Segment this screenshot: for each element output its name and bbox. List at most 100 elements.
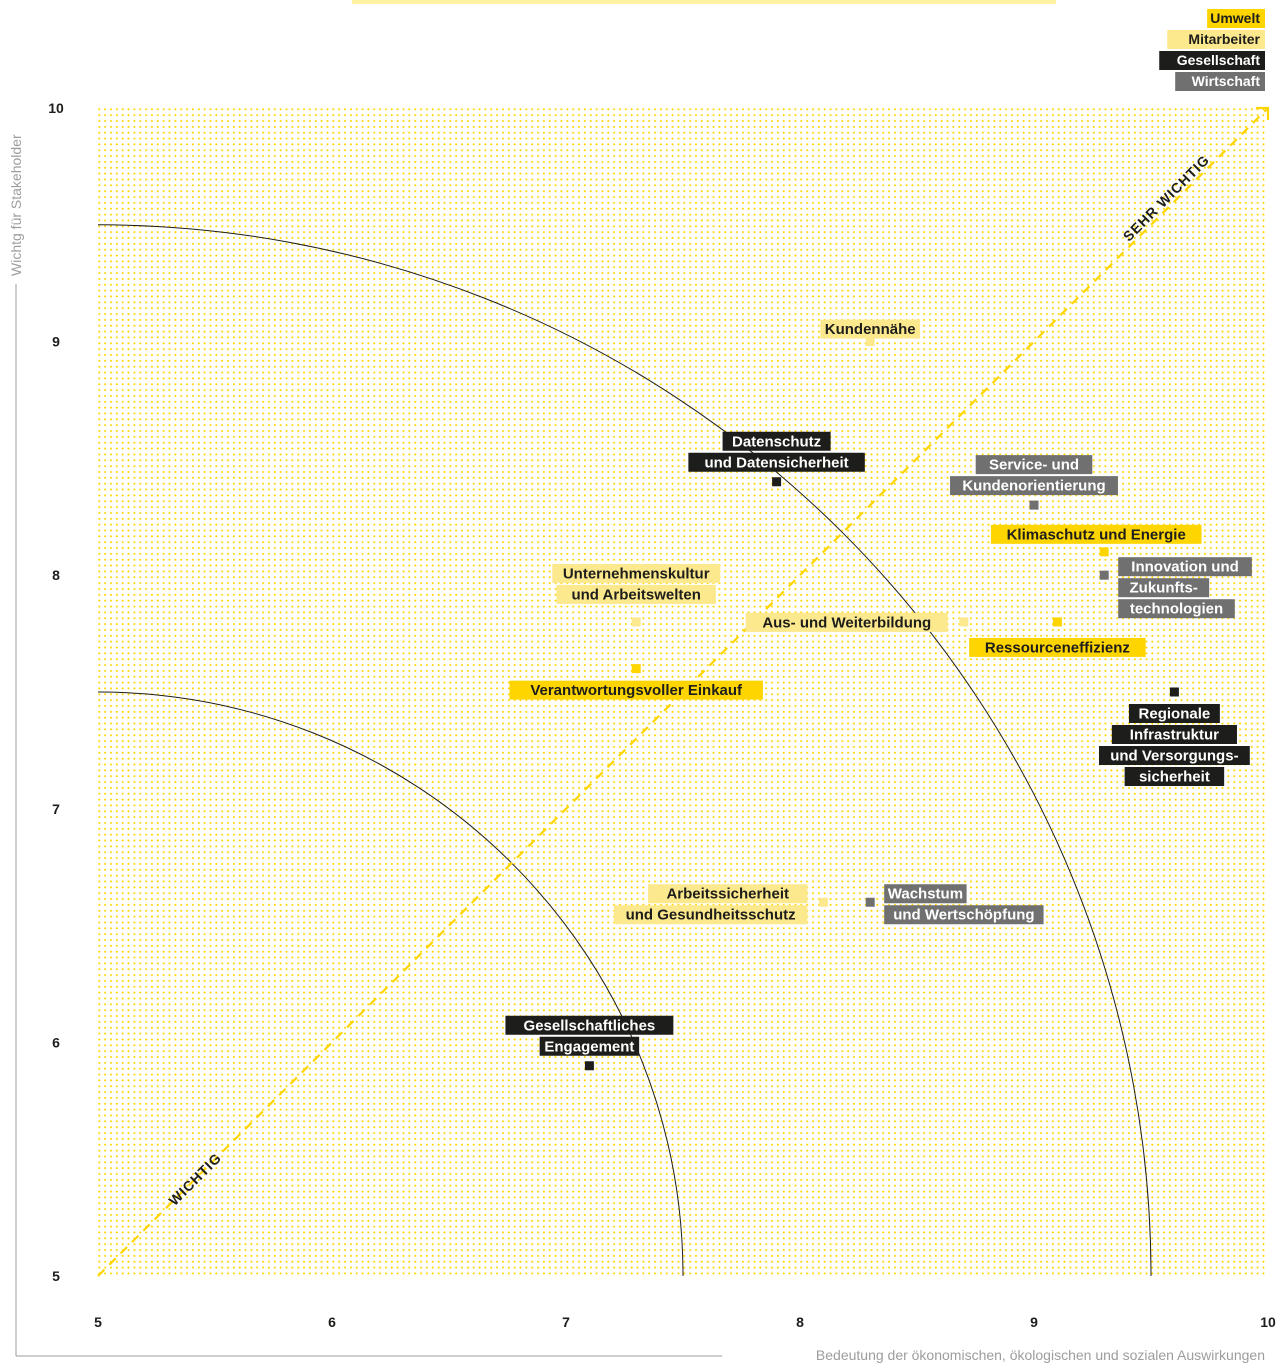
point-label-box	[556, 584, 716, 604]
point-label-box	[969, 637, 1146, 657]
point-label-box	[884, 884, 967, 904]
point-label-box	[539, 1036, 640, 1056]
point-label: Verantwortungsvoller Einkauf	[530, 682, 743, 699]
point-label-box	[1099, 746, 1250, 765]
x-axis-title: Bedeutung der ökonomischen, ökologischen…	[816, 1347, 1265, 1363]
point-label-box	[975, 455, 1093, 475]
point-label: technologien	[1130, 601, 1223, 618]
point-label-box	[505, 1015, 674, 1035]
point-label: und Wertschöpfung	[893, 907, 1034, 924]
point-label-box	[1128, 704, 1220, 723]
diagonal-arrow-head	[1256, 106, 1270, 120]
data-point-10: Regionale Infrastruktur und Versorgungs-si…	[1099, 687, 1250, 786]
point-label-box	[745, 612, 948, 632]
point-label: Service- und	[989, 457, 1079, 474]
point-label-box	[1124, 767, 1225, 786]
legend-label-wirtschaft: Wirtschaft	[1192, 73, 1261, 89]
header-highlight-bar	[352, 0, 1056, 4]
data-point-4: Klimaschutz und Energie	[990, 524, 1202, 557]
legend-swatch-mitarbeiter	[1167, 30, 1265, 49]
x-tick-label: 8	[796, 1314, 804, 1330]
data-point-13: Gesellschaftliches Engagement	[505, 1015, 674, 1071]
point-label: und Versorgungs-	[1110, 748, 1238, 765]
data-point-12: Wachstum und Wertschöpfung	[865, 884, 1044, 925]
legend-label-gesellschaft: Gesellschaft	[1177, 52, 1261, 68]
point-marker	[1169, 687, 1179, 697]
x-tick-label: 5	[94, 1314, 102, 1330]
point-label-box	[688, 452, 865, 472]
point-label: und Datensicherheit	[704, 454, 848, 471]
point-label-box	[820, 319, 920, 339]
x-tick-label: 7	[562, 1314, 570, 1330]
point-label-box	[950, 476, 1118, 496]
point-label: Ressourceneffizienz	[985, 639, 1130, 656]
point-label: Innovation und	[1131, 559, 1238, 576]
point-marker	[818, 897, 828, 907]
data-point-2: Datenschutz und Datensicherheit	[688, 431, 865, 487]
point-label-box	[613, 905, 808, 925]
y-tick-label: 8	[52, 567, 60, 583]
y-axis-title: Wichtg für Stakeholder	[8, 134, 24, 276]
diagonal-dashed-line	[97, 107, 1269, 1277]
point-marker	[631, 617, 641, 627]
point-label: Regionale	[1139, 706, 1211, 723]
point-marker	[1099, 547, 1109, 557]
point-label: Klimaschutz und Energie	[1007, 526, 1186, 543]
point-marker	[1029, 500, 1039, 510]
point-label-box	[1118, 599, 1235, 619]
point-label: Aus- und Weiterbildung	[762, 614, 931, 631]
point-marker	[631, 664, 641, 674]
y-tick-label: 5	[52, 1268, 60, 1284]
point-label: Zukunfts-	[1130, 580, 1198, 597]
point-label-box	[1118, 557, 1252, 577]
legend-label-mitarbeiter: Mitarbeiter	[1188, 31, 1260, 47]
point-label: Datenschutz	[732, 433, 821, 450]
point-label: sicherheit	[1139, 769, 1210, 786]
point-label: und Gesundheitsschutz	[626, 907, 796, 924]
point-marker	[865, 897, 875, 907]
data-point-9: Verantwortungsvoller Einkauf	[509, 664, 763, 700]
point-marker	[584, 1061, 594, 1071]
point-label-box	[884, 905, 1044, 925]
legend-label-umwelt: Umwelt	[1210, 10, 1260, 26]
x-tick-label: 6	[328, 1314, 336, 1330]
point-label: und Arbeitswelten	[571, 586, 700, 603]
data-point-1: Kundennähe	[820, 319, 920, 347]
point-label: Kundennähe	[825, 321, 916, 338]
point-label-box	[722, 431, 831, 451]
legend-swatch-umwelt	[1207, 9, 1265, 28]
data-point-6: Unternehmenskultur und Arbeitswelten	[552, 563, 721, 627]
point-label-box	[509, 680, 763, 700]
point-marker	[1052, 617, 1062, 627]
point-label: Kundenorientierung	[962, 478, 1105, 495]
y-tick-label: 9	[52, 334, 60, 350]
y-tick-label: 6	[52, 1034, 60, 1050]
materiality-arc-2	[97, 224, 1152, 1277]
point-marker	[865, 337, 875, 347]
data-point-11: Arbeitssicherheit und Gesundheitsschutz	[613, 884, 828, 925]
point-label: Unternehmenskultur	[563, 565, 710, 582]
data-point-8: Ressourceneffizienz	[969, 617, 1146, 657]
point-marker	[959, 617, 969, 627]
point-label: Infrastruktur	[1130, 727, 1219, 744]
data-point-3: Service- und Kundenorientierung	[950, 455, 1118, 510]
point-label-box	[552, 563, 721, 583]
x-tick-label: 9	[1030, 1314, 1038, 1330]
legend-swatch-gesellschaft	[1159, 51, 1265, 70]
point-label-box	[648, 884, 808, 904]
point-label-box	[1111, 725, 1237, 744]
point-marker	[1099, 570, 1109, 580]
legend-swatch-wirtschaft	[1175, 72, 1265, 91]
point-label: Arbeitssicherheit	[666, 886, 789, 903]
x-tick-label: 10	[1260, 1314, 1276, 1330]
point-label: Wachstum	[888, 886, 963, 903]
point-label-box	[1118, 578, 1210, 598]
point-label: Engagement	[544, 1038, 634, 1055]
data-point-7: Aus- und Weiterbildung	[745, 612, 969, 632]
y-tick-label: 10	[48, 100, 64, 116]
data-point-5: Innovation und Zukunfts-technologien	[1099, 557, 1252, 619]
point-label-box	[990, 524, 1202, 544]
y-tick-label: 7	[52, 801, 60, 817]
